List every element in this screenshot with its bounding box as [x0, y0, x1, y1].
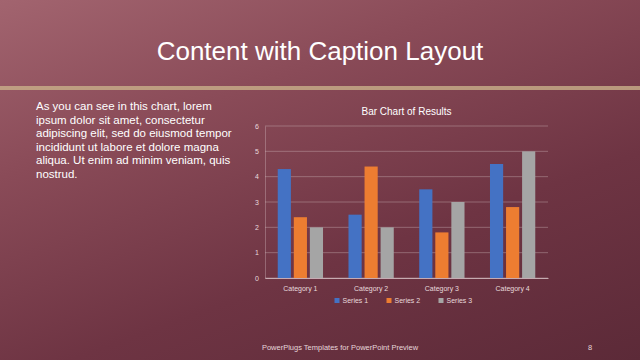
tick: 3: [255, 199, 265, 206]
tick: 2: [255, 224, 265, 231]
grid-line: [265, 176, 548, 177]
legend-label: Series 2: [395, 297, 421, 304]
tick-label: 1: [255, 249, 259, 256]
tick: 1: [255, 249, 265, 256]
bar: [451, 202, 464, 278]
tick: 5: [255, 148, 265, 155]
grid-line: [265, 151, 548, 152]
legend-swatch: [335, 298, 340, 303]
tick-label: 0: [255, 275, 259, 282]
tick-label: 6: [255, 123, 259, 130]
bar: [310, 227, 323, 278]
tick: 4: [255, 173, 265, 180]
tick: Category 4: [496, 278, 530, 293]
bar: [294, 217, 307, 278]
x-axis: Category 1 Category 2 Category 3 Category 4: [266, 278, 549, 293]
y-axis: 0 1 2 3 4 5 6: [255, 123, 265, 282]
grid-line: [265, 126, 548, 127]
legend-item: Series 2: [387, 297, 421, 304]
bar: [348, 215, 361, 278]
caption: As you can see in this chart, lorem ipsu…: [36, 100, 232, 182]
tick: 0: [255, 275, 265, 282]
tick-label: 5: [255, 148, 259, 155]
tick: 6: [255, 123, 265, 130]
title-band: [0, 86, 640, 90]
legend-swatch: [439, 298, 444, 303]
grid: [265, 126, 548, 278]
tick-label: Category 4: [496, 285, 530, 293]
tick: Category 3: [425, 278, 459, 293]
slide-canvas: Content with Caption Layout PowerPlugs Te…: [0, 0, 640, 360]
page-number: 8: [588, 343, 592, 352]
tick-label: Category 3: [425, 285, 459, 293]
grid-line: [265, 202, 548, 203]
tick-label: 4: [255, 173, 259, 180]
tick-label: Category 2: [354, 285, 388, 293]
bar: [419, 189, 432, 278]
bar: [522, 151, 535, 278]
legend-label: Series 3: [447, 297, 473, 304]
legend-swatch: [387, 298, 392, 303]
tick-label: 2: [255, 224, 259, 231]
tick-label: Category 1: [283, 285, 317, 293]
legend: Series 1 Series 2 Series 3: [335, 297, 473, 304]
bar: [365, 167, 378, 278]
grid-line: [265, 227, 548, 228]
bars: [278, 151, 536, 278]
bar: [435, 232, 448, 278]
legend-item: Series 3: [439, 297, 473, 304]
legend-item: Series 1: [335, 297, 369, 304]
slide-title: Content with Caption Layout: [157, 36, 484, 66]
tick-label: 3: [255, 199, 259, 206]
tick: Category 2: [354, 278, 388, 293]
bar: [278, 169, 291, 278]
chart-title: Bar Chart of Results: [361, 106, 451, 117]
footer: PowerPlugs Templates for PowerPoint Prev…: [262, 343, 419, 352]
tick: Category 1: [283, 278, 317, 293]
grid-line: [265, 252, 548, 253]
axis-line: [265, 127, 266, 279]
bar: [381, 227, 394, 278]
grid-line: [265, 278, 548, 279]
bar: [490, 164, 503, 278]
bar: [506, 207, 519, 278]
axis-line: [266, 278, 549, 279]
legend-label: Series 1: [343, 297, 369, 304]
